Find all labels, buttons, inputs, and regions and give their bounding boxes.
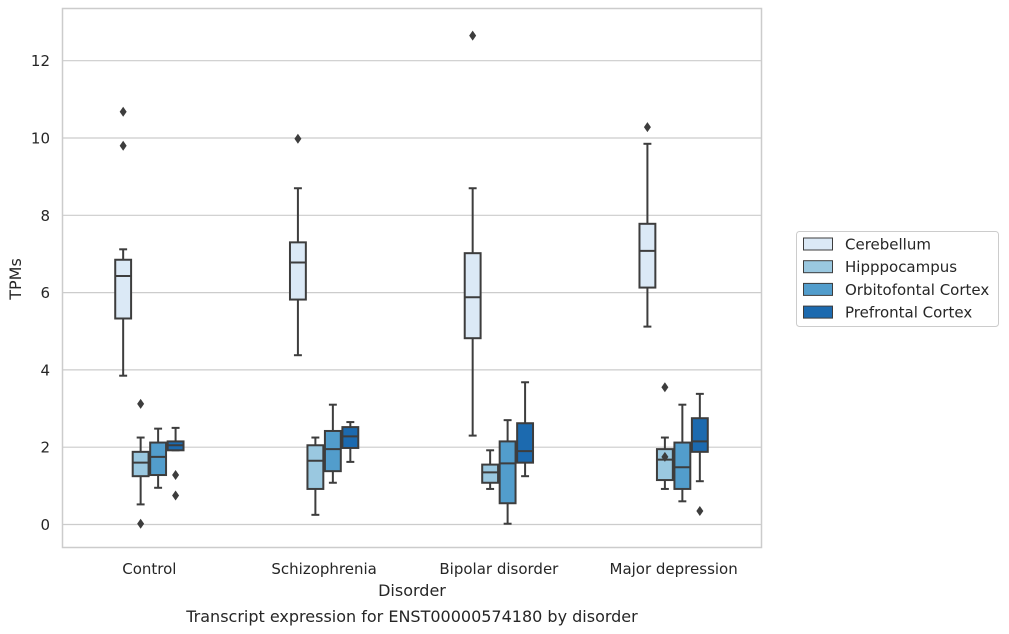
y-tick-label: 2 <box>40 439 50 457</box>
box <box>463 252 482 340</box>
outlier-point <box>661 382 669 393</box>
legend-label: Hipppocampus <box>845 258 957 276</box>
x-tick-label: Schizophrenia <box>271 560 376 578</box>
y-tick-label: 6 <box>40 284 50 302</box>
y-axis-ticks: 0 2 4 6 8 10 12 <box>31 52 50 534</box>
x-axis-label: Disorder <box>378 581 446 600</box>
box-0-0 <box>114 106 133 377</box>
box-3-3 <box>690 392 709 516</box>
y-tick-label: 12 <box>31 52 50 70</box>
outlier-point <box>294 133 302 144</box>
x-tick-label: Control <box>122 560 176 578</box>
box <box>288 241 307 301</box>
outlier-point <box>119 140 127 151</box>
legend-swatch <box>803 282 833 296</box>
figure-caption: Transcript expression for ENST0000057418… <box>186 607 638 626</box>
legend-label: Cerebellum <box>845 236 931 254</box>
box <box>131 450 150 478</box>
box-2-1 <box>323 403 342 484</box>
outlier-point <box>172 470 180 481</box>
y-axis-label: TPMs <box>6 258 25 301</box>
legend-label: Prefrontal Cortex <box>845 304 972 322</box>
box <box>516 422 535 464</box>
box-2-0 <box>149 427 168 489</box>
box-3-0 <box>166 426 185 501</box>
box <box>341 426 360 449</box>
box-plot-series <box>114 30 709 529</box>
outlier-point <box>469 30 477 41</box>
legend: Cerebellum Hipppocampus Orbitofontal Corte… <box>796 231 999 327</box>
outlier-point <box>643 122 651 133</box>
box-1-3 <box>655 382 674 490</box>
legend-label: Orbitofontal Cortex <box>845 281 989 299</box>
legend-swatch <box>803 305 833 319</box>
box-3-2 <box>516 381 535 478</box>
outlier-point <box>137 518 145 529</box>
box <box>498 440 517 505</box>
legend-swatch <box>803 260 833 274</box>
outlier-point <box>172 490 180 501</box>
box <box>306 444 325 490</box>
legend-swatch <box>803 237 833 251</box>
x-tick-label: Bipolar disorder <box>439 560 559 578</box>
box <box>481 463 500 484</box>
box-0-3 <box>638 122 657 328</box>
box-1-1 <box>306 436 325 516</box>
box-2-3 <box>673 403 692 503</box>
x-tick-label: Major depression <box>610 560 738 578</box>
box-1-0 <box>131 398 150 529</box>
box <box>149 441 168 477</box>
box-2-2 <box>498 419 517 525</box>
box-3-1 <box>341 421 360 463</box>
outlier-point <box>696 505 704 516</box>
box <box>655 448 674 482</box>
y-tick-label: 8 <box>40 207 50 225</box>
plot-frame <box>61 7 763 549</box>
box <box>673 441 692 490</box>
x-axis-ticks: Control Schizophrenia Bipolar disorder Majo… <box>122 560 737 578</box>
box <box>690 417 709 453</box>
box-0-2 <box>463 30 482 437</box>
box <box>114 258 133 320</box>
box-0-1 <box>288 133 307 357</box>
box-1-2 <box>481 449 500 490</box>
legend-frame <box>796 231 999 327</box>
outlier-point <box>137 398 145 409</box>
box <box>638 222 657 289</box>
y-tick-label: 0 <box>40 516 50 534</box>
y-tick-label: 4 <box>40 361 50 379</box>
y-tick-label: 10 <box>31 130 50 148</box>
box <box>323 429 342 473</box>
outlier-point <box>119 106 127 117</box>
outlier-point <box>661 451 669 462</box>
